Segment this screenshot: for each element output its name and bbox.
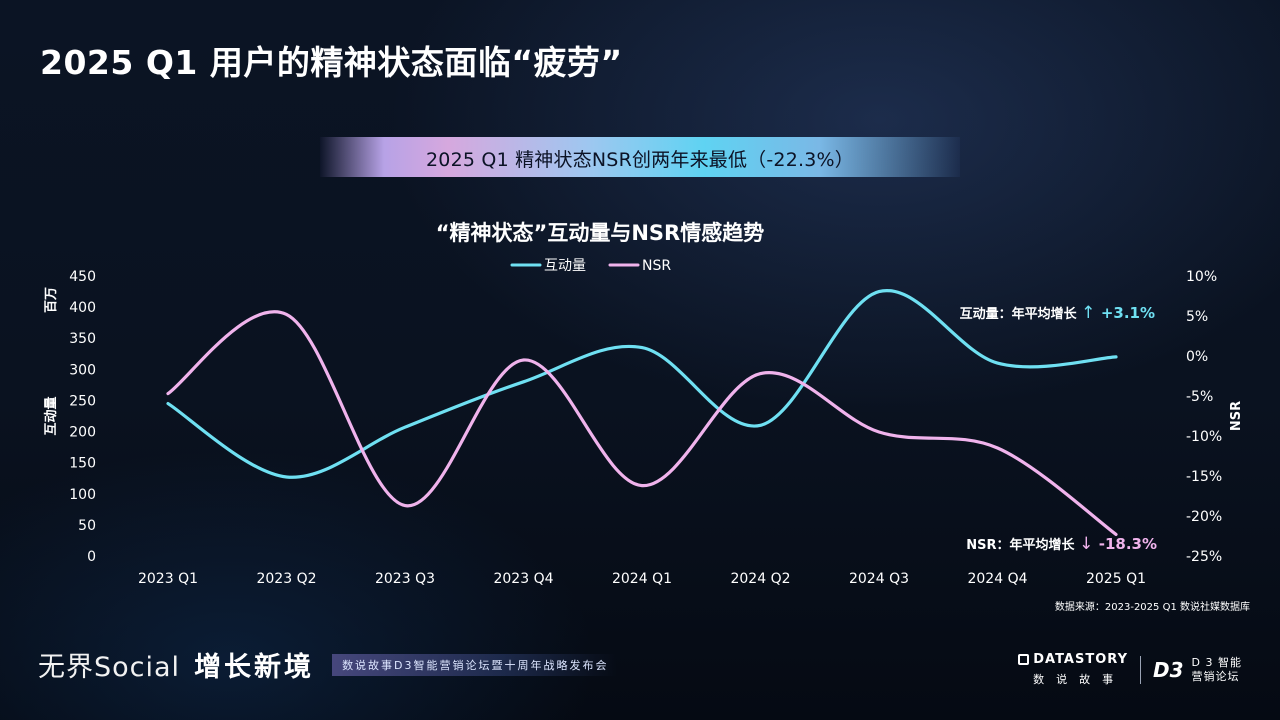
x-tick: 2024 Q2 bbox=[730, 571, 790, 587]
datastory-logo-text: DATASTORY bbox=[1033, 652, 1128, 667]
headline-banner: 2025 Q1 精神状态NSR创两年来最低（-22.3%） bbox=[320, 137, 960, 177]
d3-logo-text: D 3 智能 营销论坛 bbox=[1192, 656, 1242, 684]
y-right-tick: 0% bbox=[1186, 349, 1208, 365]
y-left-tick: 250 bbox=[69, 393, 96, 409]
x-tick: 2024 Q4 bbox=[967, 571, 1027, 587]
y-right-tick: -5% bbox=[1186, 389, 1213, 405]
y-left-tick: 100 bbox=[69, 487, 96, 503]
x-tick: 2023 Q3 bbox=[375, 571, 435, 587]
annotation-1: NSR：年平均增长 ↓ -18.3% bbox=[966, 534, 1157, 554]
footer-tagline: 数说故事D3智能营销论坛暨十周年战略发布会 bbox=[332, 653, 617, 676]
legend-label-0: 互动量 bbox=[544, 258, 586, 274]
d3-logo-line2: 营销论坛 bbox=[1191, 669, 1240, 683]
y-right-tick: 5% bbox=[1186, 309, 1208, 325]
y-left-tick: 400 bbox=[69, 300, 96, 316]
datastory-logo: DATASTORY 数说故事 bbox=[1018, 652, 1128, 687]
y-left-tick: 200 bbox=[69, 425, 96, 441]
d3-logo-mark: D3 bbox=[1153, 657, 1184, 682]
page-title: 2025 Q1 用户的精神状态面临“疲劳” bbox=[40, 43, 623, 82]
x-tick: 2024 Q1 bbox=[612, 571, 672, 587]
x-tick: 2025 Q1 bbox=[1086, 571, 1146, 587]
logo-divider bbox=[1140, 655, 1141, 684]
d3-logo-line1: D 3 智能 bbox=[1191, 655, 1242, 669]
y-left-tick: 50 bbox=[78, 518, 96, 534]
sponsor-logos: DATASTORY 数说故事 D3 D 3 智能 营销论坛 bbox=[1018, 652, 1242, 687]
annotation-0: 互动量：年平均增长 ↑ +3.1% bbox=[960, 303, 1155, 323]
series-line-0 bbox=[166, 288, 1118, 479]
event-footer: 无界Social 增长新境 数说故事D3智能营销论坛暨十周年战略发布会 bbox=[38, 645, 617, 684]
y-left-tick: 150 bbox=[69, 456, 96, 472]
y-left-unit: 百万 bbox=[44, 287, 59, 313]
y-right-tick: 10% bbox=[1186, 269, 1217, 285]
datastory-logo-icon bbox=[1018, 654, 1030, 665]
y-right-axis-label: NSR bbox=[1229, 401, 1244, 431]
y-left-axis-label: 互动量 bbox=[44, 396, 59, 435]
y-left-tick: 0 bbox=[87, 549, 96, 565]
y-right-tick: -10% bbox=[1186, 429, 1222, 445]
footer-brand: 无界Social bbox=[38, 652, 181, 683]
x-tick: 2023 Q2 bbox=[256, 571, 316, 587]
x-tick: 2023 Q1 bbox=[138, 571, 198, 587]
series-line-1 bbox=[166, 310, 1118, 536]
y-right-tick: -20% bbox=[1186, 509, 1222, 525]
chart-title: “精神状态”互动量与NSR情感趋势 bbox=[435, 221, 765, 245]
x-tick: 2023 Q4 bbox=[493, 571, 553, 587]
headline-banner-text: 2025 Q1 精神状态NSR创两年来最低（-22.3%） bbox=[426, 149, 854, 171]
y-left-tick: 300 bbox=[69, 362, 96, 378]
legend-label-1: NSR bbox=[642, 258, 671, 274]
x-tick: 2024 Q3 bbox=[849, 571, 909, 587]
y-right-tick: -25% bbox=[1186, 549, 1222, 565]
footer-brand-secondary: 增长新境 bbox=[194, 652, 315, 683]
y-right-tick: -15% bbox=[1186, 469, 1222, 485]
y-left-tick: 350 bbox=[69, 331, 96, 347]
y-left-tick: 450 bbox=[69, 269, 96, 285]
datastory-logo-cn: 数说故事 bbox=[1033, 673, 1126, 686]
data-source: 数据来源：2023-2025 Q1 数说社媒数据库 bbox=[1055, 600, 1250, 613]
